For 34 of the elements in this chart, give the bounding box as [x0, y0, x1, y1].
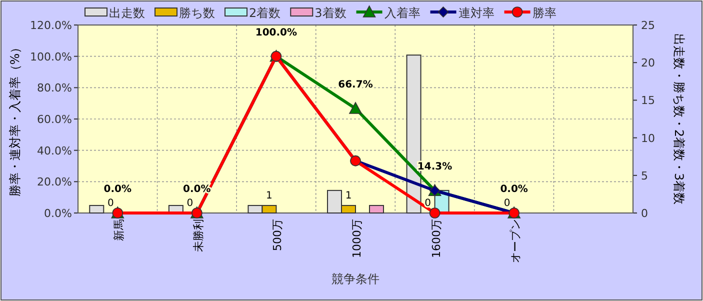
- x-tick-label: 500万: [271, 219, 284, 251]
- y-tick-label: 120.0%: [30, 19, 72, 32]
- y2-tick-label: 0: [641, 207, 648, 220]
- legend-label: 勝率: [532, 6, 556, 20]
- y2-tick-label: 10: [641, 132, 655, 145]
- y2-axis-title: 出走数・勝ち数・2着数・3着数: [672, 33, 686, 205]
- y-axis-title: 勝率・連対率・入着率（%）: [8, 41, 22, 197]
- y-tick-label: 40.0%: [37, 144, 72, 158]
- legend-label: 勝ち数: [179, 6, 215, 20]
- bar: [327, 190, 342, 214]
- y-tick-label: 100.0%: [30, 50, 72, 64]
- y2-tick-label: 20: [641, 56, 655, 70]
- bar: [89, 204, 104, 214]
- bar: [248, 204, 263, 214]
- legend-label: 入着率: [384, 6, 420, 20]
- y-tick-label: 80.0%: [37, 82, 72, 95]
- y2-tick-label: 5: [641, 169, 648, 182]
- x-tick-label: 未勝利: [192, 219, 205, 252]
- legend-label: 3着数: [314, 6, 346, 20]
- y-tick-label: 20.0%: [37, 176, 72, 189]
- x-tick-label: 1000万: [350, 219, 364, 258]
- x-tick-label: 新馬: [112, 219, 126, 241]
- legend-label: 2着数: [249, 6, 281, 20]
- x-tick-label: オープン: [509, 219, 522, 263]
- y-tick-label: 60.0%: [37, 113, 72, 126]
- legend-label: 連対率: [458, 6, 494, 20]
- x-tick-label: 1600万: [430, 219, 443, 258]
- y2-tick-label: 15: [641, 94, 655, 108]
- y2-tick-label: 25: [641, 19, 655, 32]
- point: [349, 102, 362, 114]
- y-tick-label: 0.0%: [44, 207, 72, 220]
- point: [429, 208, 440, 218]
- x-axis-title: 競争条件: [332, 272, 380, 286]
- legend-label: 出走数: [109, 6, 145, 20]
